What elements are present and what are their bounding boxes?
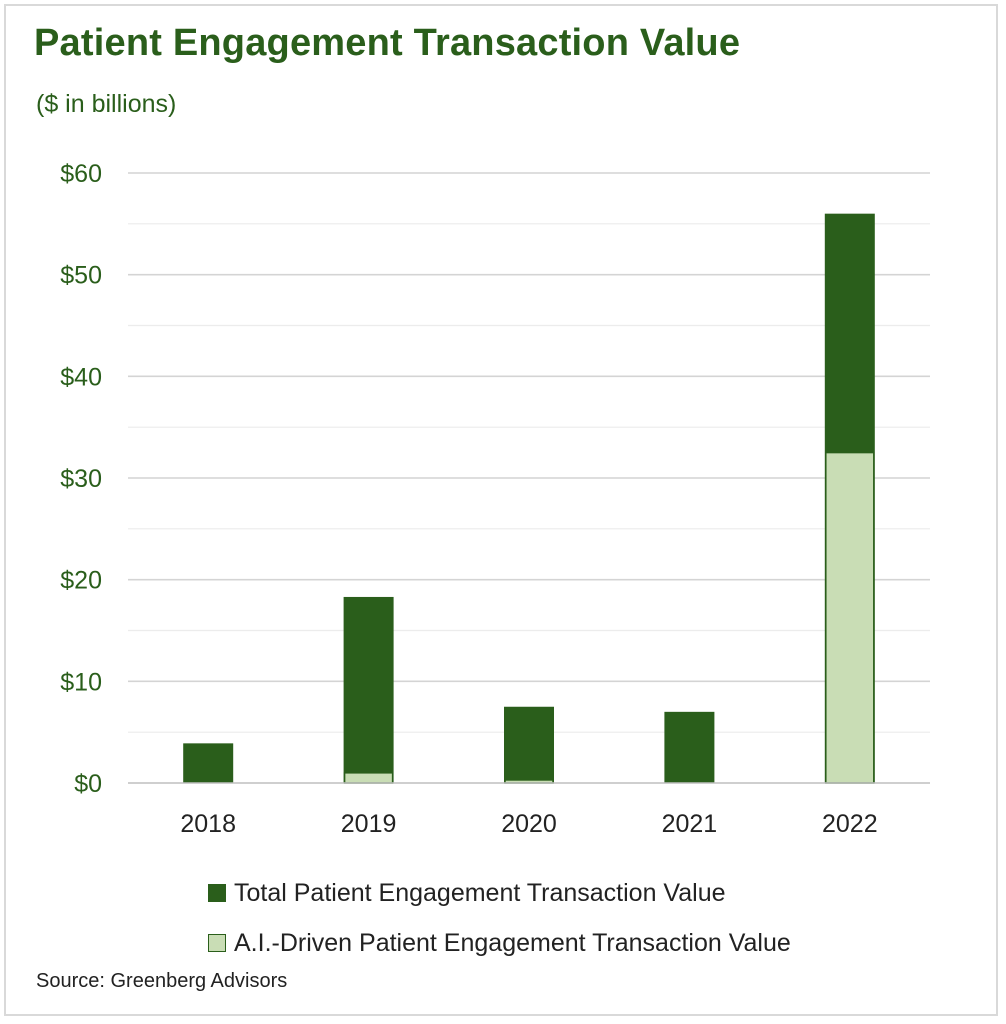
y-tick-label: $40 [60, 363, 102, 391]
x-tick-label: 2022 [822, 810, 878, 838]
x-tick-label: 2018 [180, 810, 236, 838]
x-tick-label: 2021 [662, 810, 718, 838]
bar-total-2021 [664, 711, 715, 783]
bar-total-2020 [504, 706, 554, 783]
x-tick-label: 2019 [341, 810, 397, 838]
bar-total-2018 [183, 743, 234, 783]
legend-item-ai: A.I.-Driven Patient Engagement Transacti… [208, 918, 791, 968]
bar-total-2019 [343, 596, 394, 783]
chart-legend: Total Patient Engagement Transaction Val… [208, 868, 791, 968]
x-tick-label: 2020 [501, 810, 557, 838]
chart-subtitle: ($ in billions) [36, 90, 177, 118]
y-tick-label: $30 [60, 465, 102, 493]
legend-swatch-total [208, 884, 226, 902]
y-tick-label: $20 [60, 567, 102, 595]
legend-label-total: Total Patient Engagement Transaction Val… [234, 878, 726, 907]
bar-chart: $0 $10 $20 $30 $40 $50 $60 2018 2019 2020 2021 2022 [60, 160, 930, 838]
bar-ai-2022 [825, 451, 875, 784]
y-tick-label: $10 [60, 668, 102, 696]
legend-item-total: Total Patient Engagement Transaction Val… [208, 868, 791, 918]
legend-swatch-ai [208, 934, 226, 952]
chart-title: Patient Engagement Transaction Value [34, 22, 741, 64]
source-note: Source: Greenberg Advisors [36, 970, 288, 992]
y-tick-label: $0 [74, 770, 102, 798]
y-tick-label: $50 [60, 262, 102, 290]
bar-ai-2019 [343, 772, 394, 784]
legend-label-ai: A.I.-Driven Patient Engagement Transacti… [234, 928, 791, 957]
y-tick-label: $60 [60, 160, 102, 188]
